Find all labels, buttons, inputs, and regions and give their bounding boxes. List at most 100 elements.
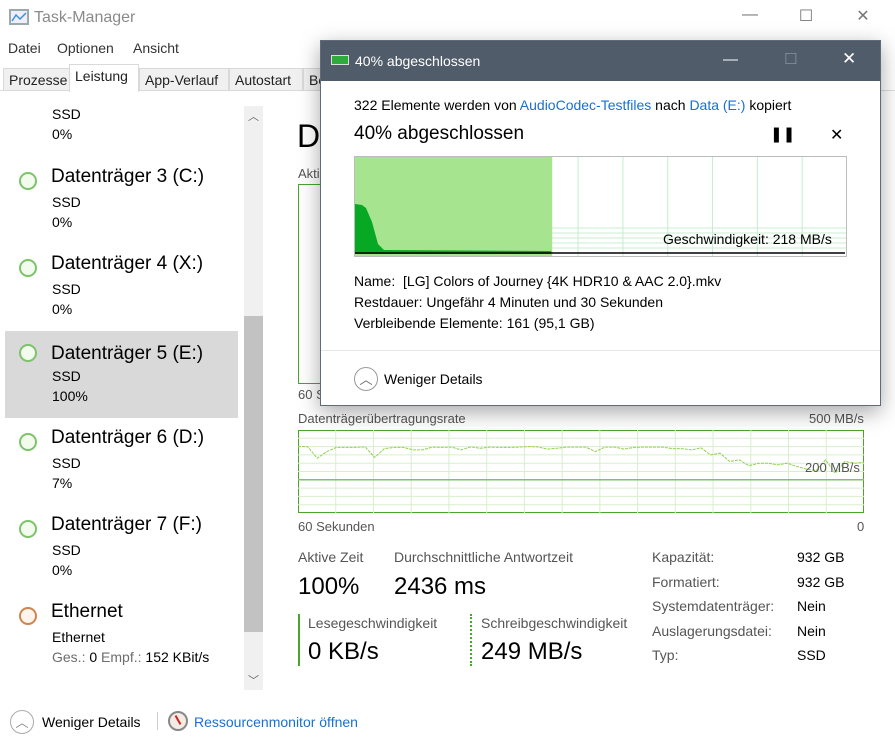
prop-label: Kapazität: <box>652 549 715 565</box>
desc-mid: nach <box>651 97 690 113</box>
status-circle-icon <box>19 520 37 538</box>
dialog-less-details-button[interactable]: Weniger Details <box>384 371 483 387</box>
dialog-close-button[interactable]: ✕ <box>842 49 857 68</box>
item-sub: SSD <box>52 455 81 471</box>
speed-label: Geschwindigkeit: 218 MB/s <box>663 231 832 247</box>
prop-label: Typ: <box>652 647 679 663</box>
minimize-button[interactable]: — <box>742 6 758 23</box>
tab-prozesse[interactable]: Prozesse <box>3 68 70 91</box>
prop-value: SSD <box>797 647 826 663</box>
menu-optionen[interactable]: Optionen <box>57 40 114 56</box>
prop-value: 932 GB <box>797 549 845 565</box>
transfer-axis-right: 0 <box>857 519 865 534</box>
dialog-titlebar: 40% abgeschlossen — ☐ ✕ <box>321 41 880 81</box>
active-time-value: 100% <box>298 573 360 600</box>
read-divider <box>298 614 300 666</box>
status-circle-icon <box>19 172 37 190</box>
write-speed-value: 249 MB/s <box>481 638 583 665</box>
transfer-ref-label: 200 MB/s <box>805 460 860 475</box>
dialog-divider <box>321 350 880 351</box>
less-details-button[interactable]: Weniger Details <box>42 714 141 730</box>
dialog-maximize-button: ☐ <box>784 51 798 68</box>
sidebar-item-disk6[interactable]: Datenträger 6 (D:) SSD 7% <box>5 423 238 509</box>
status-circle-icon <box>19 259 37 277</box>
transfer-axis-left: 60 Sekunden <box>298 519 375 534</box>
item-sub: SSD <box>52 194 81 210</box>
read-speed-value: 0 KB/s <box>308 638 379 665</box>
desc-post: kopiert <box>745 97 792 113</box>
items-value: 161 (95,1 GB) <box>506 315 595 331</box>
name-label: Name: <box>354 273 396 289</box>
scroll-thumb[interactable] <box>244 316 263 632</box>
items-label: Verbleibende Elemente: <box>354 315 503 331</box>
scroll-down-icon[interactable]: ﹀ <box>248 675 259 687</box>
window-title: Task-Manager <box>34 9 136 26</box>
dialog-minimize-button[interactable]: — <box>723 51 738 68</box>
tab-app-verlauf[interactable]: App-Verlauf <box>139 68 229 91</box>
resource-monitor-link[interactable]: Ressourcenmonitor öffnen <box>194 714 358 730</box>
progress-title: 40% abgeschlossen <box>354 123 525 144</box>
pause-button[interactable]: ❚❚ <box>770 126 796 143</box>
prop-value: Nein <box>797 622 826 639</box>
disk-heading: D <box>297 118 321 154</box>
read-speed-label: Lesegeschwindigkeit <box>308 615 438 631</box>
item-title: Datenträger 3 (C:) <box>51 166 205 187</box>
rest-value: Ungefähr 4 Minuten und 30 Sekunden <box>426 294 663 310</box>
item-value: 0% <box>52 562 73 578</box>
transfer-rate-line <box>298 446 864 475</box>
item-sub: SSD <box>52 281 81 297</box>
sidebar-scrollbar[interactable]: ︿ ﹀ <box>244 106 263 690</box>
transfer-graph-label: Datenträgerübertragungsrate <box>298 411 466 426</box>
write-divider <box>470 614 472 666</box>
dialog-title: 40% abgeschlossen <box>355 53 481 69</box>
item-sub: SSD <box>52 542 81 558</box>
active-time-label: Aktive Zeit <box>298 549 364 565</box>
remaining-time-row: Restdauer: Ungefähr 4 Minuten und 30 Sek… <box>354 294 663 310</box>
write-speed-label: Schreibgeschwindigkeit <box>481 615 628 631</box>
menu-datei[interactable]: Datei <box>8 40 41 56</box>
recv-label: Empf.: <box>101 649 142 665</box>
app-icon <box>9 9 29 25</box>
item-sub: Ethernet <box>52 629 105 645</box>
speed-history-area <box>355 204 552 254</box>
prop-label: Systemdatenträger: <box>652 598 775 614</box>
copy-icon <box>331 55 349 65</box>
dest-link[interactable]: Data (E:) <box>689 97 746 113</box>
status-circle-icon <box>19 433 37 451</box>
file-name-row: Name: [LG] Colors of Journey {4K HDR10 &… <box>354 273 721 289</box>
item-title: Datenträger 7 (F:) <box>51 514 202 535</box>
active-time-graph-label: Akti <box>298 166 320 181</box>
prop-value: 932 GB <box>797 573 845 590</box>
transfer-graph-max: 500 MB/s <box>809 411 864 426</box>
footer-divider <box>157 712 158 730</box>
sidebar-item-disk4[interactable]: Datenträger 4 (X:) SSD 0% <box>5 249 238 335</box>
item-value: 0% <box>52 301 73 317</box>
source-link[interactable]: AudioCodec-Testfiles <box>519 97 652 113</box>
cancel-copy-button[interactable]: ✕ <box>830 127 844 144</box>
chevron-up-icon[interactable]: ︿ <box>10 710 34 734</box>
sidebar-item-disk3[interactable]: Datenträger 3 (C:) SSD 0% <box>5 162 238 248</box>
scroll-up-icon[interactable]: ︿ <box>248 111 259 123</box>
sidebar-item-disk5[interactable]: Datenträger 5 (E:) SSD 100% <box>5 331 238 418</box>
desc-pre: 322 Elemente werden von <box>354 97 520 113</box>
resource-monitor-icon <box>168 711 188 731</box>
tab-leistung[interactable]: Leistung <box>69 64 139 92</box>
copy-progress-graph <box>354 156 847 257</box>
prop-label: Auslagerungsdatei: <box>652 622 772 639</box>
sidebar-item-ethernet[interactable]: Ethernet Ethernet Ges.: 0 Empf.: 152 KBit… <box>5 597 238 683</box>
item-value: 0% <box>52 214 73 230</box>
item-title: Ethernet <box>51 601 123 622</box>
close-button[interactable]: ✕ <box>856 8 870 25</box>
file-name: [LG] Colors of Journey {4K HDR10 & AAC 2… <box>403 273 722 289</box>
sidebar-partial-sub: SSD <box>52 106 81 122</box>
menu-ansicht[interactable]: Ansicht <box>133 40 179 56</box>
tab-autostart[interactable]: Autostart <box>229 68 303 91</box>
item-sub: SSD <box>52 368 81 384</box>
transfer-rate-graph <box>298 430 864 513</box>
copy-description: 322 Elemente werden von AudioCodec-Testf… <box>354 97 791 113</box>
sidebar-item-disk7[interactable]: Datenträger 7 (F:) SSD 0% <box>5 510 238 596</box>
status-circle-icon <box>19 607 37 625</box>
chevron-up-icon[interactable]: ︿ <box>354 367 378 391</box>
maximize-button[interactable]: ☐ <box>798 8 814 25</box>
recv-value: 152 KBit/s <box>145 649 210 665</box>
